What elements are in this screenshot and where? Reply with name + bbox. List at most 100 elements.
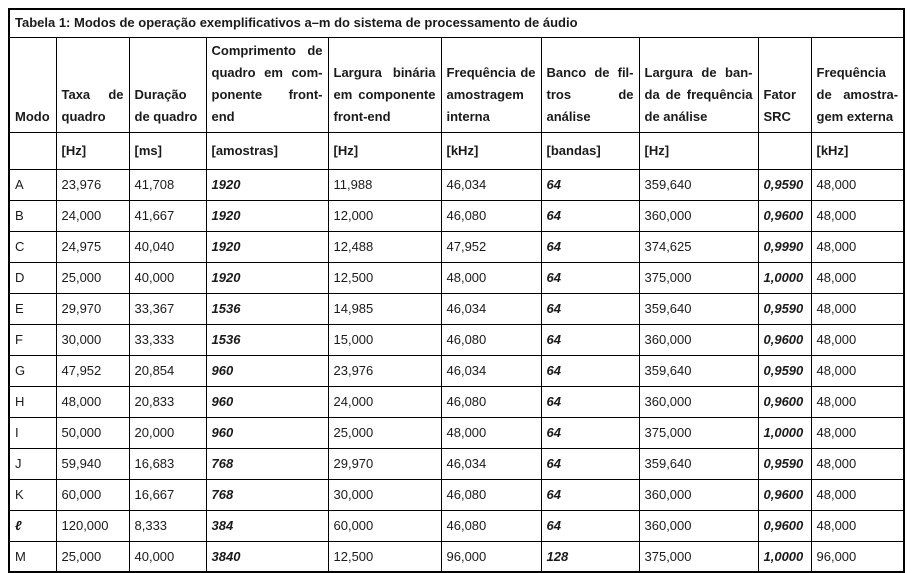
value-cell: 360,000 bbox=[638, 199, 759, 232]
unit-largura-binaria: [Hz] bbox=[327, 131, 442, 170]
value-cell: 48,000 bbox=[440, 261, 542, 294]
table-row-mode-m: M 25,000 40,000 3840 12,500 96,000 128 375,000 1… bbox=[8, 540, 905, 573]
value-cell: 3840 bbox=[205, 540, 329, 573]
header-row: Modo Taxa de quadro Duração de quadro Comp… bbox=[8, 36, 905, 133]
value-cell: 47,952 bbox=[440, 230, 542, 263]
table-row-mode-j: J 59,940 16,683 768 29,970 46,034 64 359,640 0,9… bbox=[8, 447, 905, 480]
value-cell: 48,000 bbox=[810, 447, 905, 480]
value-cell: 46,034 bbox=[440, 168, 542, 201]
value-cell: 96,000 bbox=[440, 540, 542, 573]
value-cell: 48,000 bbox=[810, 509, 905, 542]
value-cell: 0,9600 bbox=[757, 385, 812, 418]
value-cell: 33,333 bbox=[128, 323, 207, 356]
value-cell: 33,367 bbox=[128, 292, 207, 325]
table-row-mode-f: F 30,000 33,333 1536 15,000 46,080 64 360,000 0,… bbox=[8, 323, 905, 356]
value-cell: 0,9600 bbox=[757, 509, 812, 542]
mode-cell: D bbox=[8, 261, 57, 294]
mode-cell: A bbox=[8, 168, 57, 201]
unit-taxa: [Hz] bbox=[55, 131, 130, 170]
mode-cell: C bbox=[8, 230, 57, 263]
value-cell: 359,640 bbox=[638, 292, 759, 325]
value-cell: 47,952 bbox=[55, 354, 130, 387]
units-row: [Hz] [ms] [amostras] [Hz] [kHz] [bandas]… bbox=[8, 131, 905, 170]
col-header-duracao-de-quadro: Duração de quadro bbox=[128, 36, 207, 133]
value-cell: 46,080 bbox=[440, 478, 542, 511]
value-cell: 0,9590 bbox=[757, 447, 812, 480]
value-cell: 46,080 bbox=[440, 323, 542, 356]
value-cell: 1,0000 bbox=[757, 261, 812, 294]
value-cell: 40,000 bbox=[128, 540, 207, 573]
value-cell: 64 bbox=[540, 168, 640, 201]
value-cell: 375,000 bbox=[638, 416, 759, 449]
value-cell: 1,0000 bbox=[757, 416, 812, 449]
value-cell: 360,000 bbox=[638, 478, 759, 511]
unit-largura-banda: [Hz] bbox=[638, 131, 759, 170]
value-cell: 20,854 bbox=[128, 354, 207, 387]
audio-modes-table: Tabela 1: Modos de operação exemplificat… bbox=[8, 8, 906, 573]
table-row-mode-b: B 24,000 41,667 1920 12,000 46,080 64 360,000 0,… bbox=[8, 199, 905, 232]
value-cell: 768 bbox=[205, 478, 329, 511]
value-cell: 0,9590 bbox=[757, 292, 812, 325]
mode-cell: G bbox=[8, 354, 57, 387]
unit-comprimento: [amostras] bbox=[205, 131, 329, 170]
value-cell: 0,9600 bbox=[757, 199, 812, 232]
value-cell: 1920 bbox=[205, 261, 329, 294]
value-cell: 46,034 bbox=[440, 447, 542, 480]
unit-modo bbox=[8, 131, 57, 170]
table-title-row: Tabela 1: Modos de operação exemplificat… bbox=[8, 8, 905, 38]
unit-frequencia-interna: [kHz] bbox=[440, 131, 542, 170]
table-row-mode-e: E 29,970 33,367 1536 14,985 46,034 64 359,640 0,… bbox=[8, 292, 905, 325]
value-cell: 12,000 bbox=[327, 199, 442, 232]
value-cell: 40,040 bbox=[128, 230, 207, 263]
value-cell: 384 bbox=[205, 509, 329, 542]
value-cell: 0,9990 bbox=[757, 230, 812, 263]
value-cell: 960 bbox=[205, 416, 329, 449]
value-cell: 359,640 bbox=[638, 354, 759, 387]
table-row-mode-a: A 23,976 41,708 1920 11,988 46,034 64 359,640 0,… bbox=[8, 168, 905, 201]
value-cell: 60,000 bbox=[55, 478, 130, 511]
value-cell: 48,000 bbox=[440, 416, 542, 449]
value-cell: 360,000 bbox=[638, 509, 759, 542]
col-header-frequencia-externa: Frequência de amostra-gem externa bbox=[810, 36, 905, 133]
mode-cell: B bbox=[8, 199, 57, 232]
value-cell: 64 bbox=[540, 261, 640, 294]
value-cell: 14,985 bbox=[327, 292, 442, 325]
value-cell: 0,9600 bbox=[757, 478, 812, 511]
value-cell: 25,000 bbox=[55, 540, 130, 573]
value-cell: 375,000 bbox=[638, 540, 759, 573]
col-header-fator-src: Fator SRC bbox=[757, 36, 812, 133]
value-cell: 24,000 bbox=[55, 199, 130, 232]
value-cell: 20,833 bbox=[128, 385, 207, 418]
value-cell: 25,000 bbox=[55, 261, 130, 294]
unit-frequencia-externa: [kHz] bbox=[810, 131, 905, 170]
value-cell: 359,640 bbox=[638, 168, 759, 201]
value-cell: 23,976 bbox=[327, 354, 442, 387]
table-title: Tabela 1: Modos de operação exemplificat… bbox=[8, 8, 905, 38]
value-cell: 64 bbox=[540, 509, 640, 542]
value-cell: 96,000 bbox=[810, 540, 905, 573]
value-cell: 12,500 bbox=[327, 261, 442, 294]
value-cell: 48,000 bbox=[810, 199, 905, 232]
value-cell: 64 bbox=[540, 230, 640, 263]
value-cell: 48,000 bbox=[810, 292, 905, 325]
value-cell: 46,034 bbox=[440, 292, 542, 325]
table-row-mode-l: ℓ 120,000 8,333 384 60,000 46,080 64 360,000 0,9… bbox=[8, 509, 905, 542]
value-cell: 46,034 bbox=[440, 354, 542, 387]
col-header-taxa-de-quadro: Taxa de quadro bbox=[55, 36, 130, 133]
unit-banco: [bandas] bbox=[540, 131, 640, 170]
value-cell: 1920 bbox=[205, 230, 329, 263]
value-cell: 0,9590 bbox=[757, 168, 812, 201]
value-cell: 60,000 bbox=[327, 509, 442, 542]
mode-cell: ℓ bbox=[8, 509, 57, 542]
value-cell: 960 bbox=[205, 354, 329, 387]
mode-cell: E bbox=[8, 292, 57, 325]
mode-cell: K bbox=[8, 478, 57, 511]
value-cell: 30,000 bbox=[55, 323, 130, 356]
value-cell: 11,988 bbox=[327, 168, 442, 201]
value-cell: 16,667 bbox=[128, 478, 207, 511]
value-cell: 41,667 bbox=[128, 199, 207, 232]
value-cell: 1920 bbox=[205, 168, 329, 201]
mode-cell: J bbox=[8, 447, 57, 480]
value-cell: 12,500 bbox=[327, 540, 442, 573]
unit-duracao: [ms] bbox=[128, 131, 207, 170]
